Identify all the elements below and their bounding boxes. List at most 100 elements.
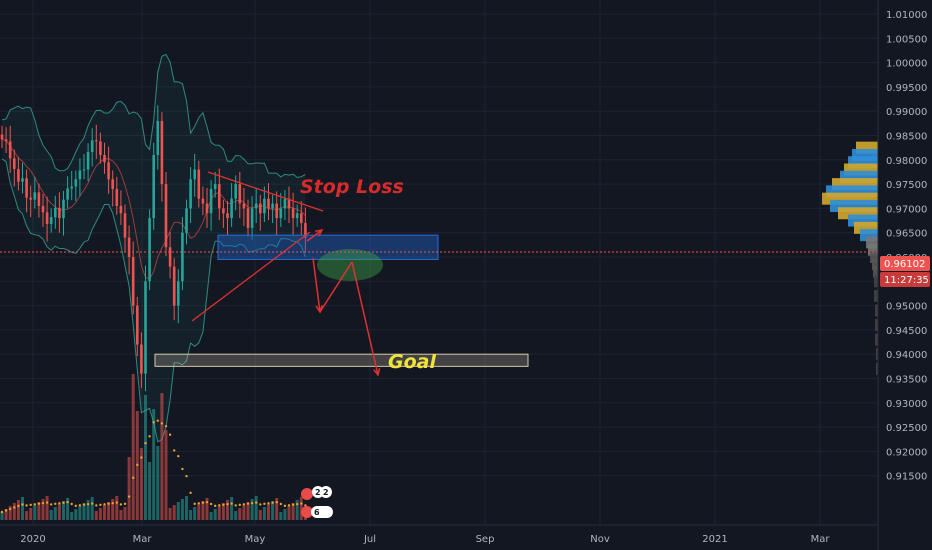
price-axis-ticks: 1.01000 1.00500 1.00000 0.99500 0.99000 0.985… <box>886 10 927 483</box>
candle-body <box>275 203 278 219</box>
volume-ma-dot <box>275 500 278 504</box>
time-tick-label: Jul <box>363 534 376 545</box>
volume-bar <box>238 508 242 520</box>
time-axis[interactable] <box>0 525 932 550</box>
volume-bar <box>197 504 201 520</box>
volume-profile-bar <box>872 258 878 271</box>
volume-ma-dot <box>193 502 196 506</box>
event-badges[interactable]: 2 2 6 <box>301 486 333 518</box>
time-axis-ticks: 2020 Mar May Jul Sep Nov 2021 Mar <box>20 534 830 545</box>
candle-body <box>226 213 229 219</box>
countdown-value: 11:27:35 <box>884 275 929 286</box>
volume-bar <box>94 511 98 520</box>
volume-ma-dot <box>181 467 184 471</box>
volume-bar <box>226 500 229 520</box>
candle-body <box>119 205 123 214</box>
volume-ma-dot <box>37 502 41 505</box>
volume-bar <box>180 499 184 520</box>
volume-ma-dot <box>78 504 82 507</box>
candle-body <box>54 207 57 218</box>
volume-ma-dot <box>66 500 69 504</box>
volume-bars <box>0 374 307 520</box>
volume-bar <box>185 496 188 520</box>
volume-ma-dot <box>50 503 53 506</box>
volume-bar <box>168 508 172 520</box>
volume-bar <box>295 500 299 520</box>
volume-ma-dot <box>4 509 8 512</box>
volume-bar <box>246 502 250 520</box>
volume-ma-dot <box>54 502 57 506</box>
bounce-line <box>319 261 353 313</box>
volume-ma-dot <box>250 501 254 505</box>
drawings <box>0 171 878 377</box>
candle-body <box>234 184 237 199</box>
volume-ma-dot <box>185 474 188 478</box>
candle-body <box>29 197 32 200</box>
stop-arrow-head <box>314 228 324 237</box>
price-tick-label: 0.99000 <box>886 107 927 118</box>
candle-body <box>17 169 20 182</box>
volume-ma-dot <box>242 503 246 506</box>
candle-body <box>74 179 78 187</box>
time-tick-label: May <box>245 534 266 545</box>
volume-ma-dot <box>13 506 16 509</box>
volume-bar <box>262 507 266 520</box>
volume-bar <box>139 448 143 520</box>
last-price-value: 0.96102 <box>884 259 925 270</box>
price-tick-label: 0.94500 <box>886 326 927 337</box>
time-tick-label: Sep <box>476 534 495 545</box>
volume-bar <box>271 501 275 520</box>
volume-ma-dot <box>41 501 45 505</box>
volume-bar <box>287 506 291 520</box>
candle-body <box>267 198 270 209</box>
volume-profile-bar <box>875 319 878 332</box>
event-badge-icon <box>311 506 333 518</box>
drop-arrow <box>312 257 321 313</box>
volume-ma-dot <box>259 503 262 506</box>
volume-bar <box>275 498 279 520</box>
candle-body <box>86 152 90 170</box>
price-tick-label: 0.97000 <box>886 204 927 215</box>
candle-body <box>189 179 192 209</box>
candle-body <box>168 247 172 267</box>
volume-bar <box>0 512 4 520</box>
volume-bar <box>299 497 303 520</box>
candle-body <box>103 154 106 163</box>
volume-ma-dot <box>111 501 114 505</box>
volume-ma-dot <box>205 500 209 504</box>
candle-body <box>127 237 131 257</box>
candle-body <box>90 140 94 153</box>
volume-ma-dot <box>238 503 241 507</box>
volume-ma-dot <box>214 504 217 508</box>
volume-bar <box>283 509 287 520</box>
volume-bar <box>74 509 78 520</box>
volume-ma-dot <box>222 503 225 506</box>
volume-ma-dot <box>201 501 205 504</box>
volume-ma-dot <box>17 504 20 508</box>
volume-bar <box>8 506 12 520</box>
candle-body <box>140 344 143 374</box>
volume-ma-dot <box>70 502 73 506</box>
volume-bar <box>131 374 135 520</box>
volume-ma-dot <box>209 502 213 506</box>
candle-body <box>291 208 295 219</box>
time-tick-label: Nov <box>590 534 610 545</box>
volume-bar <box>98 508 102 520</box>
volume-bar <box>103 505 106 520</box>
volume-bar <box>209 512 213 520</box>
volume-bar <box>123 507 127 520</box>
volume-profile-bar <box>868 243 878 256</box>
volume-bar <box>152 409 156 520</box>
event-badge-icon <box>301 506 313 518</box>
goal-label: Goal <box>388 351 436 373</box>
candle-body <box>172 266 176 306</box>
candle-body <box>160 120 164 185</box>
bollinger-fill <box>2 54 306 442</box>
price-tick-label: 0.92500 <box>886 423 927 434</box>
candle-body <box>230 198 233 219</box>
volume-ma-dot <box>132 476 135 480</box>
candle-body <box>295 213 299 219</box>
price-tick-label: 1.01000 <box>886 10 927 21</box>
candle-body <box>279 208 283 219</box>
